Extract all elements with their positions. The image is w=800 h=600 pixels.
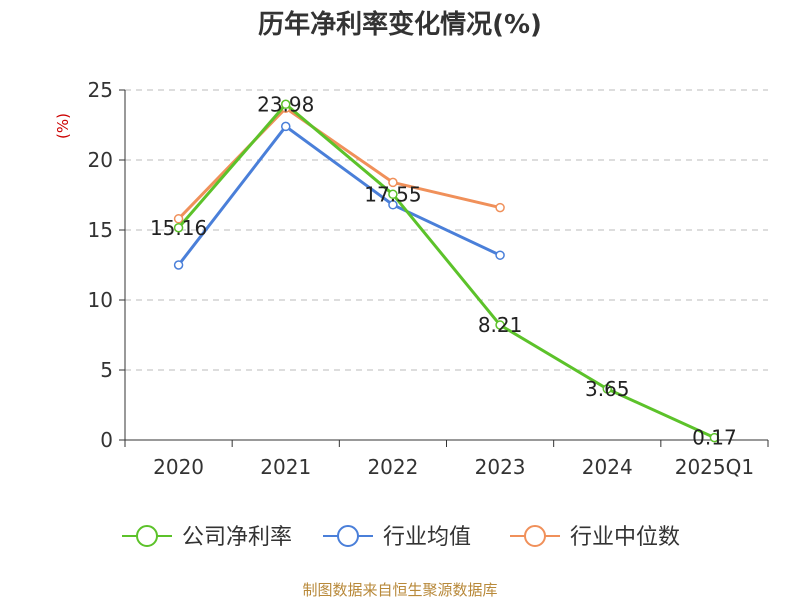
- series-line: [177, 102, 716, 439]
- y-tick-label: 20: [88, 148, 113, 172]
- data-label: 15.16: [150, 216, 207, 240]
- x-tick-label: 2025Q1: [675, 455, 754, 479]
- legend-marker: [337, 525, 359, 547]
- data-label: 8.21: [478, 313, 523, 337]
- data-point[interactable]: [281, 121, 291, 132]
- data-point[interactable]: [173, 223, 184, 233]
- data-point[interactable]: [388, 177, 398, 188]
- data-point[interactable]: [709, 432, 720, 443]
- legend-label: 行业中位数: [570, 525, 680, 550]
- data-point[interactable]: [602, 384, 612, 394]
- data-point[interactable]: [173, 260, 184, 270]
- y-tick-label: 15: [88, 218, 113, 242]
- data-point[interactable]: [281, 99, 291, 110]
- data-point[interactable]: [173, 214, 184, 224]
- chart-title: 历年净利率变化情况(%): [258, 9, 542, 40]
- x-tick-label: 2021: [260, 455, 311, 479]
- data-label: 0.17: [692, 426, 737, 450]
- y-axis-unit: (%): [54, 113, 72, 139]
- x-tick-label: 2022: [367, 455, 418, 479]
- data-point[interactable]: [388, 189, 398, 200]
- data-label: 17.55: [364, 182, 421, 206]
- data-label: 3.65: [585, 377, 630, 401]
- x-tick-label: 2020: [153, 455, 204, 479]
- y-tick-label: 25: [88, 78, 113, 102]
- y-tick-label: 0: [100, 428, 113, 452]
- data-labels: 15.16 23.98 17.55 8.21 3.65 0.17: [150, 92, 737, 449]
- y-tick-label: 10: [88, 288, 113, 312]
- y-tick-label: 5: [100, 358, 113, 382]
- legend-item[interactable]: 行业均值: [323, 525, 471, 550]
- source-note: 制图数据来自恒生聚源数据库: [302, 581, 497, 599]
- data-point[interactable]: [495, 250, 505, 260]
- series-group: [173, 99, 720, 443]
- x-tick-label: 2024: [582, 455, 633, 479]
- legend-marker: [524, 525, 546, 547]
- legend-item[interactable]: 公司净利率: [122, 525, 292, 550]
- data-point[interactable]: [388, 200, 398, 210]
- legend-label: 公司净利率: [182, 525, 292, 550]
- data-point[interactable]: [495, 320, 505, 330]
- data-point[interactable]: [495, 202, 505, 213]
- x-tick-label: 2023: [475, 455, 526, 479]
- data-label: 23.98: [257, 92, 314, 116]
- legend-label: 行业均值: [383, 525, 471, 550]
- legend-marker: [136, 525, 158, 547]
- legend-item[interactable]: 行业中位数: [510, 525, 680, 550]
- axes: 0 5 10 15 20 25 2020 2021 2022 2023 2024 2025Q1: [88, 78, 769, 479]
- series-line: [177, 124, 501, 266]
- series-line: [177, 106, 501, 220]
- legend[interactable]: 公司净利率 行业均值 行业中位数: [122, 525, 680, 550]
